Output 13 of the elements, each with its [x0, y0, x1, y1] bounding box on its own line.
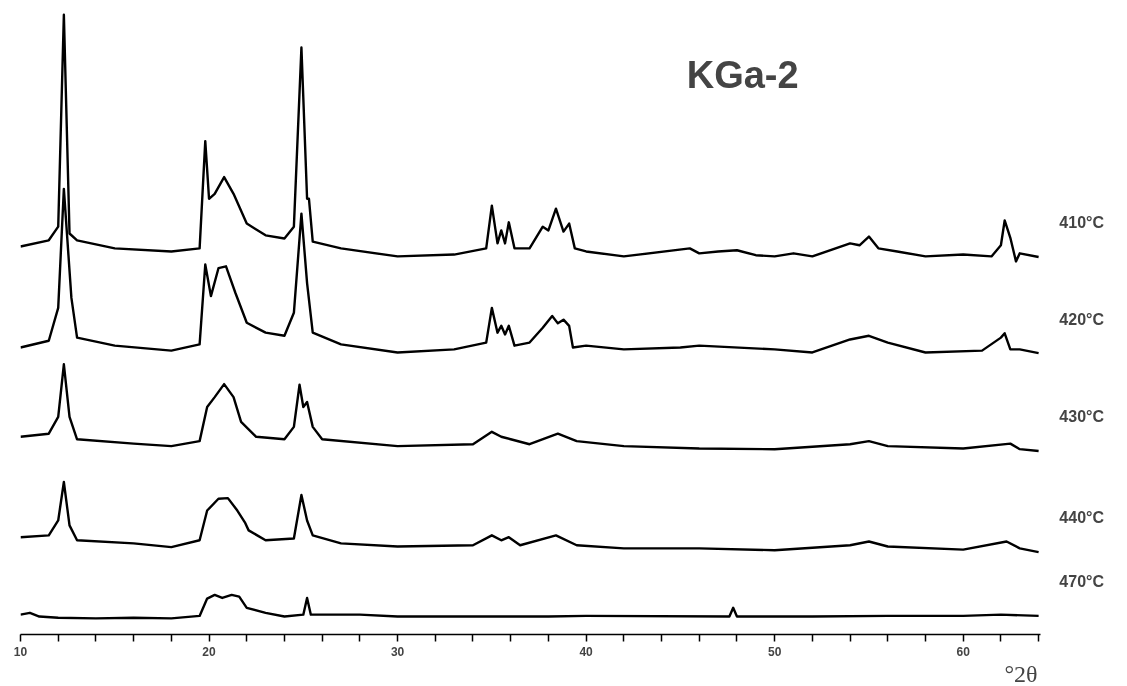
x-tick-label: 30 — [390, 644, 405, 659]
text: 440°C — [1059, 509, 1105, 527]
x-tick-label: 50 — [767, 644, 782, 659]
x-tick-label: 20 — [202, 644, 217, 659]
text: KGa-2 — [686, 53, 799, 96]
text: 410°C — [1059, 214, 1105, 232]
x-tick-label: 60 — [956, 644, 971, 659]
x-tick-label: 40 — [579, 644, 594, 659]
x-tick-label: 10 — [13, 644, 28, 659]
text: 420°C — [1059, 310, 1105, 328]
text: 470°C — [1059, 573, 1105, 591]
x-axis-title: °2θ — [1004, 660, 1038, 686]
text: 430°C — [1059, 408, 1105, 426]
